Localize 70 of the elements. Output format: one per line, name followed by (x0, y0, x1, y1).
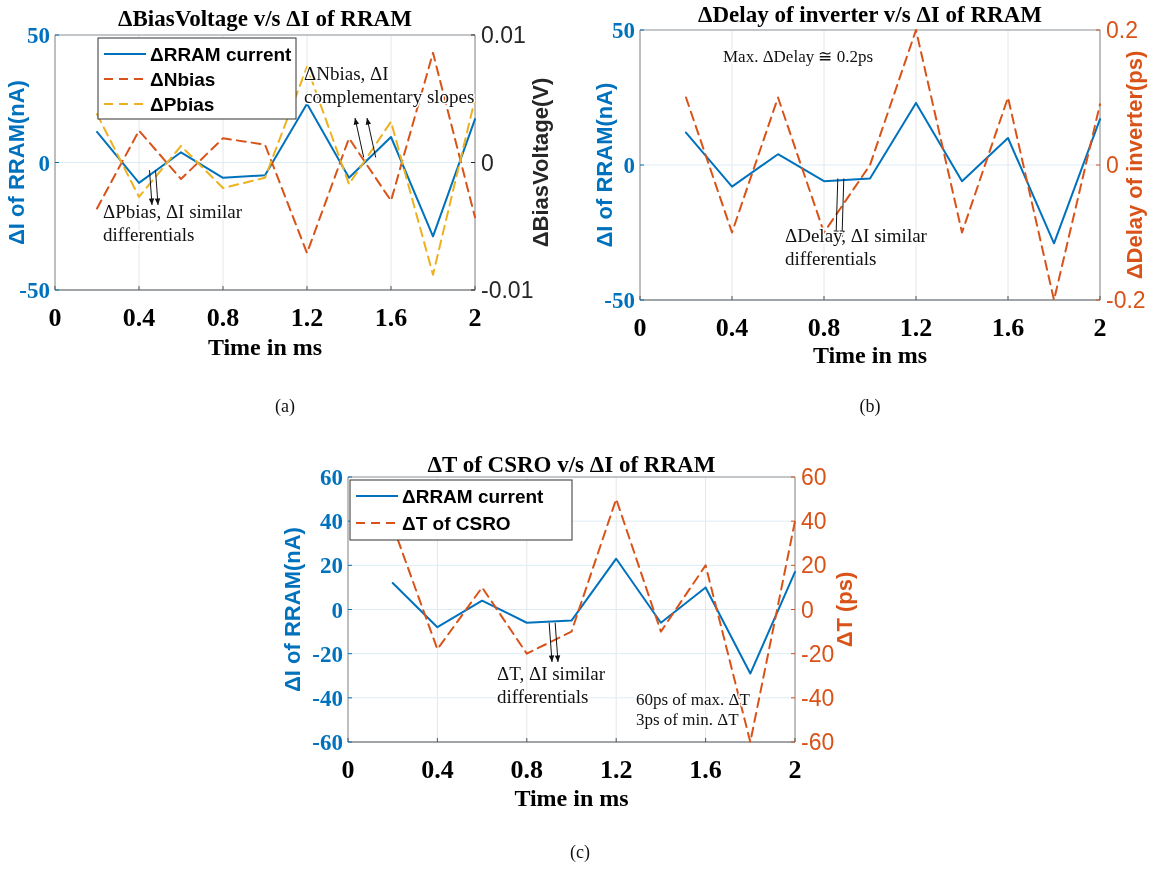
annotation: ΔPbias, ΔI similar differentials (103, 201, 243, 245)
y-tick-label: -20 (312, 641, 343, 667)
y-tick-label: 50 (612, 18, 635, 43)
y2-tick-label: -60 (801, 729, 835, 755)
x-tick-label: 0.4 (715, 313, 749, 342)
legend-label: ΔT of CSRO (402, 513, 511, 534)
y2-tick-label: 60 (801, 464, 827, 490)
chart-title: ΔBiasVoltage v/s ΔI of RRAM (118, 6, 413, 31)
x-tick-label: 0.8 (807, 313, 841, 342)
legend-label: ΔRRAM current (402, 486, 545, 507)
x-axis-title: Time in ms (514, 785, 629, 811)
line-series (685, 101, 1101, 245)
legend-label: ΔPbias (150, 94, 215, 115)
y-tick-label: 40 (320, 509, 343, 535)
line-series (96, 65, 476, 276)
y2-tick-label: 0 (801, 596, 814, 623)
y2-tick-label: 0.2 (1106, 17, 1138, 43)
y-tick-label: 50 (27, 23, 50, 48)
text: (b) (859, 396, 881, 417)
x-tick-label: 1.6 (689, 755, 722, 784)
annotation: ΔNbias, ΔI complementary slopes (304, 63, 475, 107)
text: (a) (275, 396, 295, 417)
y2-tick-label: -40 (801, 684, 835, 711)
x-tick-label: 0.4 (122, 303, 156, 332)
annotation: ΔDelay, ΔI similar differentials (785, 225, 928, 269)
y-tick-label: -60 (312, 730, 343, 755)
y-tick-label: -50 (604, 288, 635, 313)
x-tick-label: 1.2 (599, 755, 633, 784)
y2-tick-label: 0 (481, 149, 494, 176)
y2-tick-label: -0.01 (481, 277, 534, 303)
chart-title: ΔT of CSRO v/s ΔI of RRAM (427, 452, 716, 477)
x-tick-label: 0.8 (206, 303, 240, 332)
y-axis-title: ΔI of RRAM(nA) (4, 80, 29, 245)
annotation: 60ps of max. ΔT 3ps of min. ΔT (636, 690, 751, 730)
y-tick-label: 0 (623, 153, 635, 178)
y2-tick-label: 20 (801, 552, 827, 579)
y2-axis-title: ΔDelay of inverter(ps) (1122, 50, 1147, 280)
y2-tick-label: 40 (801, 508, 827, 535)
chart-title: ΔDelay of inverter v/s ΔI of RRAM (698, 2, 1043, 27)
y-axis-title: ΔI of RRAM(nA) (280, 527, 305, 692)
y-axis-title: ΔI of RRAM(nA) (592, 82, 617, 248)
x-axis-title: Time in ms (207, 334, 323, 360)
x-tick-label: 1.6 (991, 313, 1025, 342)
x-tick-label: 1.2 (899, 313, 933, 342)
y2-axis-title: ΔBiasVoltage(V) (528, 77, 553, 248)
y-tick-label: 0 (331, 597, 343, 623)
y2-tick-label: -0.2 (1106, 287, 1146, 313)
y2-axis-title: ΔT (ps) (832, 571, 857, 648)
x-tick-label: 0.4 (421, 755, 454, 784)
legend-label: ΔNbias (150, 69, 216, 90)
y2-tick-label: 0.01 (481, 22, 526, 48)
annotation: Max. ΔDelay ≅ 0.2ps (723, 47, 874, 66)
y-tick-label: 20 (320, 553, 343, 579)
legend-label: ΔRRAM current (150, 44, 293, 65)
text: (c) (570, 842, 590, 863)
annotation: ΔT, ΔI similar differentials (497, 663, 606, 707)
x-tick-label: 1.2 (290, 303, 324, 332)
x-tick-label: 1.6 (374, 303, 408, 332)
y-tick-label: -40 (312, 685, 343, 711)
x-tick-label: 0.8 (510, 755, 544, 784)
y2-tick-label: 0 (1106, 152, 1119, 178)
y-tick-label: 0 (38, 150, 50, 176)
x-tick-label: 2 (1093, 313, 1107, 342)
x-tick-label: 2 (788, 755, 802, 784)
y2-tick-label: -20 (801, 640, 835, 667)
y-tick-label: -50 (19, 278, 50, 303)
y-tick-label: 60 (320, 465, 343, 490)
x-axis-title: Time in ms (812, 342, 928, 368)
line-series (685, 29, 1101, 301)
x-tick-label: 2 (468, 303, 482, 332)
